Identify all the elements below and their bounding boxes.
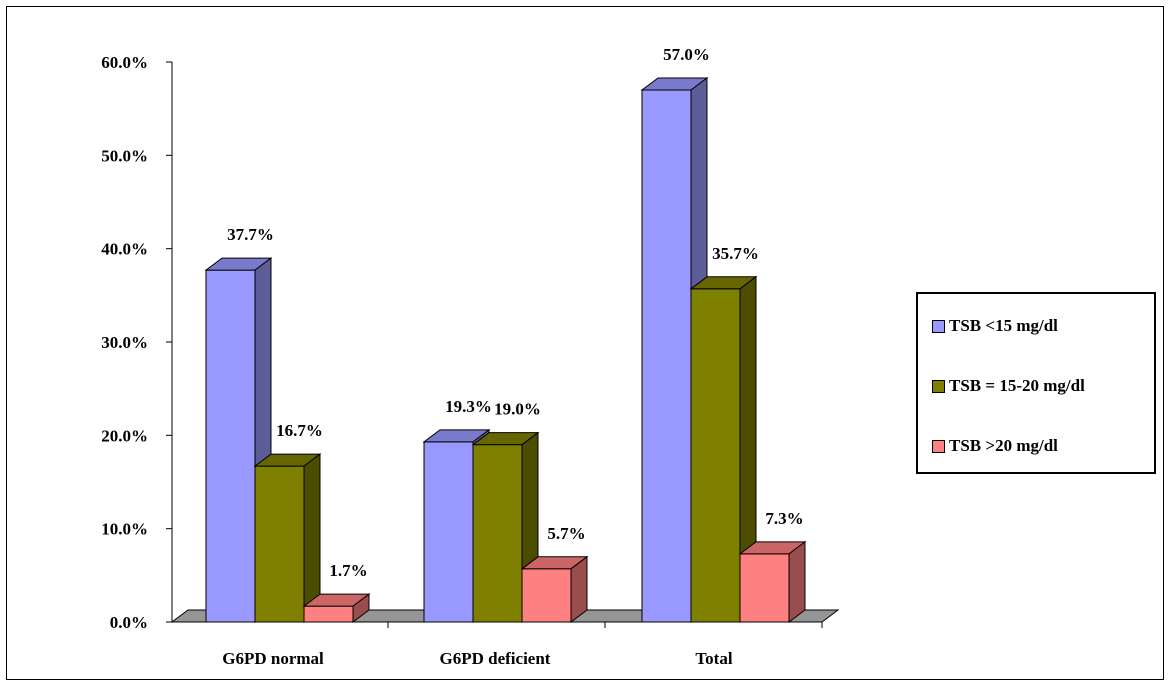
y-tick-label: 60.0% <box>101 53 148 72</box>
legend-item-tsb-15-20: TSB = 15-20 mg/dl <box>932 376 1085 396</box>
y-tick-label: 40.0% <box>101 240 148 259</box>
bar <box>739 553 790 623</box>
data-label: 5.7% <box>547 524 585 543</box>
legend: TSB <15 mg/dl TSB = 15-20 mg/dl TSB >20 … <box>916 292 1156 474</box>
data-label: 37.7% <box>227 225 274 244</box>
bar <box>641 89 692 623</box>
x-category-label: G6PD normal <box>222 649 324 668</box>
legend-item-tsb-under-15: TSB <15 mg/dl <box>932 316 1058 336</box>
bar <box>254 465 305 623</box>
bar-side <box>788 540 806 623</box>
bar <box>521 568 572 623</box>
data-label: 19.0% <box>494 400 541 419</box>
bar-side <box>352 593 370 623</box>
data-label: 35.7% <box>712 244 759 263</box>
y-tick-label: 10.0% <box>101 520 148 539</box>
legend-label-tsb-under-15: TSB <15 mg/dl <box>949 316 1058 335</box>
bar <box>423 441 474 623</box>
legend-swatch-tsb-15-20 <box>932 379 945 393</box>
y-tick-label: 30.0% <box>101 333 148 352</box>
data-label: 16.7% <box>276 421 323 440</box>
bar <box>472 444 523 623</box>
data-label: 57.0% <box>663 45 710 64</box>
y-tick-label: 20.0% <box>101 426 148 445</box>
y-tick-label: 0.0% <box>110 613 148 632</box>
x-category-label: Total <box>695 649 732 668</box>
legend-label-tsb-over-20: TSB >20 mg/dl <box>949 436 1058 455</box>
data-label: 7.3% <box>765 509 803 528</box>
x-category-label: G6PD deficient <box>440 649 551 668</box>
legend-swatch-tsb-over-20 <box>932 439 945 453</box>
legend-item-tsb-over-20: TSB >20 mg/dl <box>932 436 1058 456</box>
data-label: 1.7% <box>329 561 367 580</box>
bar <box>690 288 741 623</box>
bar <box>303 605 354 623</box>
y-tick-label: 50.0% <box>101 146 148 165</box>
bar-side <box>570 555 588 623</box>
legend-label-tsb-15-20: TSB = 15-20 mg/dl <box>949 376 1085 395</box>
data-label: 19.3% <box>445 397 492 416</box>
bar <box>205 269 256 623</box>
legend-swatch-tsb-under-15 <box>932 319 945 333</box>
